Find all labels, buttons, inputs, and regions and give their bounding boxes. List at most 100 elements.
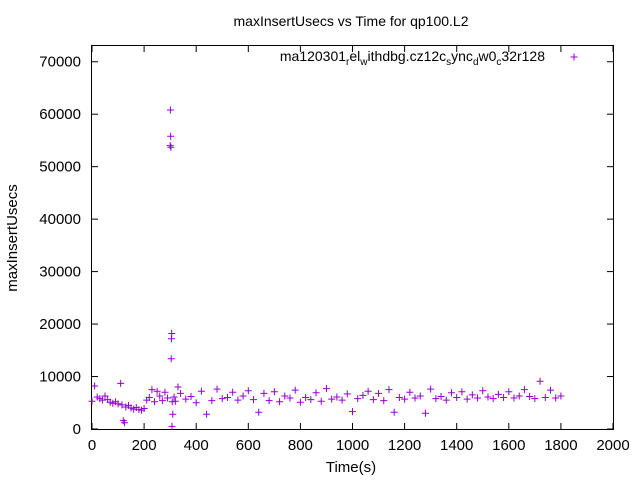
data-point: 860, 6900 bbox=[312, 389, 320, 397]
data-point: 310, 2800 bbox=[169, 410, 177, 418]
data-point: 0, 5300 bbox=[88, 397, 96, 405]
x-axis-label: Time(s) bbox=[326, 459, 376, 476]
data-point: 1620, 5900 bbox=[510, 394, 518, 402]
data-point: 1320, 5800 bbox=[432, 395, 440, 403]
y-axis-label: maxInsertUsecs bbox=[4, 184, 21, 292]
x-tick-label: 1800 bbox=[544, 437, 577, 454]
data-point: 740, 6300 bbox=[281, 392, 289, 400]
data-point: 304, 13400 bbox=[167, 355, 175, 363]
data-point: 1180, 6000 bbox=[395, 394, 403, 402]
data-point: 1520, 6100 bbox=[484, 393, 492, 401]
data-point: 560, 5500 bbox=[234, 396, 242, 404]
data-point: 1740, 6000 bbox=[541, 394, 549, 402]
x-tick-label: 600 bbox=[236, 437, 261, 454]
data-point: 260, 6300 bbox=[156, 392, 164, 400]
data-point: 1500, 7300 bbox=[479, 387, 487, 395]
y-tick-label: 40000 bbox=[39, 211, 81, 228]
data-point: 1340, 6200 bbox=[437, 392, 445, 400]
data-point: 700, 7100 bbox=[270, 388, 278, 396]
data-point: 960, 5500 bbox=[338, 396, 346, 404]
data-point: 110, 8700 bbox=[117, 379, 125, 387]
data-point: 302, 55800 bbox=[167, 132, 175, 140]
legend-marker bbox=[570, 53, 578, 61]
axis-tick-labels: 0 200 400 600 800 1000 1200 1400 1600 1800 2000010… bbox=[39, 54, 629, 454]
data-point: 1260, 6300 bbox=[416, 392, 424, 400]
data-point: 1080, 5600 bbox=[369, 396, 377, 404]
data-point: 100, 4800 bbox=[114, 400, 122, 408]
data-point: 1540, 5800 bbox=[489, 395, 497, 403]
x-tick-label: 1600 bbox=[492, 437, 525, 454]
data-point: 920, 5700 bbox=[328, 395, 336, 403]
data-point: 1140, 7500 bbox=[385, 386, 393, 394]
x-tick-label: 1400 bbox=[440, 437, 473, 454]
data-point: 10, 8200 bbox=[91, 382, 99, 390]
data-point: 440, 2800 bbox=[203, 410, 211, 418]
data-point: 40, 5500 bbox=[98, 396, 106, 404]
data-point: 200, 3900 bbox=[140, 405, 148, 413]
data-points: 0, 530010, 820020, 610030, 580040, 55005… bbox=[88, 106, 565, 430]
data-point: 1300, 7600 bbox=[427, 385, 435, 393]
data-point: 250, 7200 bbox=[153, 387, 161, 395]
data-point: 1440, 5700 bbox=[463, 395, 471, 403]
data-point: 840, 5600 bbox=[307, 396, 315, 404]
legend-label: ma120301relwithdbg.cz12csyncdw0c32r128 bbox=[280, 48, 545, 68]
axis-ticks bbox=[91, 46, 614, 430]
data-point: 220, 6000 bbox=[145, 394, 153, 402]
data-point: 1480, 5900 bbox=[474, 394, 482, 402]
legend-point bbox=[570, 53, 578, 61]
x-tick-label: 2000 bbox=[596, 437, 629, 454]
x-tick-label: 1000 bbox=[336, 437, 369, 454]
data-point: 320, 5300 bbox=[171, 397, 179, 405]
data-point: 660, 6800 bbox=[260, 389, 268, 397]
data-point: 270, 5400 bbox=[158, 397, 166, 405]
data-point: 540, 7000 bbox=[229, 388, 237, 396]
chart-title: maxInsertUsecs vs Time for qp100.L2 bbox=[234, 13, 469, 29]
data-point: 880, 5300 bbox=[317, 397, 325, 405]
data-point: 720, 5200 bbox=[276, 398, 284, 406]
data-point: 1380, 6900 bbox=[447, 389, 455, 397]
data-point: 680, 5400 bbox=[265, 397, 273, 405]
y-tick-label: 50000 bbox=[39, 159, 81, 176]
x-tick-label: 400 bbox=[184, 437, 209, 454]
data-point: 1100, 6800 bbox=[375, 389, 383, 397]
data-point: 1000, 3300 bbox=[349, 408, 356, 416]
data-point: 1280, 3000 bbox=[421, 409, 429, 417]
data-point: 1160, 3200 bbox=[390, 408, 398, 416]
data-point: 1200, 5700 bbox=[401, 395, 409, 403]
data-point: 800, 5100 bbox=[296, 398, 304, 406]
data-point: 303, 53700 bbox=[167, 143, 175, 151]
data-point: 480, 7600 bbox=[213, 385, 221, 393]
data-point: 50, 6300 bbox=[101, 392, 109, 400]
data-point: 290, 5900 bbox=[164, 394, 172, 402]
data-point: 900, 7700 bbox=[322, 385, 330, 393]
data-point: 820, 6000 bbox=[302, 394, 310, 402]
data-point: 1400, 6000 bbox=[453, 394, 461, 402]
data-point: 1420, 7100 bbox=[458, 388, 466, 396]
data-point: 300, 54000 bbox=[166, 142, 174, 150]
data-point: 520, 6000 bbox=[223, 394, 231, 402]
data-point: 1600, 7100 bbox=[505, 388, 513, 396]
data-point: 240, 5200 bbox=[151, 398, 159, 406]
data-point: 1640, 6300 bbox=[515, 392, 523, 400]
data-point: 115, 4600 bbox=[118, 401, 126, 409]
data-point: 460, 5400 bbox=[208, 397, 216, 405]
data-point: 340, 6800 bbox=[177, 389, 185, 397]
data-point: 315, 6100 bbox=[170, 393, 178, 401]
data-point: 1220, 7000 bbox=[406, 388, 414, 396]
x-tick-label: 1200 bbox=[388, 437, 421, 454]
data-point: 307, 500 bbox=[168, 422, 176, 430]
data-point: 306, 18200 bbox=[168, 330, 176, 338]
y-tick-label: 10000 bbox=[39, 369, 81, 386]
data-point: 360, 5700 bbox=[182, 395, 190, 403]
data-point: 600, 7300 bbox=[244, 387, 252, 395]
data-point: 1700, 5800 bbox=[531, 395, 539, 403]
data-point: 1660, 7500 bbox=[520, 386, 528, 394]
data-point: 1460, 6500 bbox=[468, 391, 476, 399]
data-point: 580, 6300 bbox=[239, 392, 247, 400]
data-point: 125, 1200 bbox=[121, 419, 129, 427]
data-point: 640, 3200 bbox=[255, 408, 263, 416]
data-point: 940, 6100 bbox=[333, 393, 341, 401]
data-point: 1780, 5900 bbox=[552, 394, 560, 402]
data-point: 380, 6200 bbox=[187, 392, 195, 400]
